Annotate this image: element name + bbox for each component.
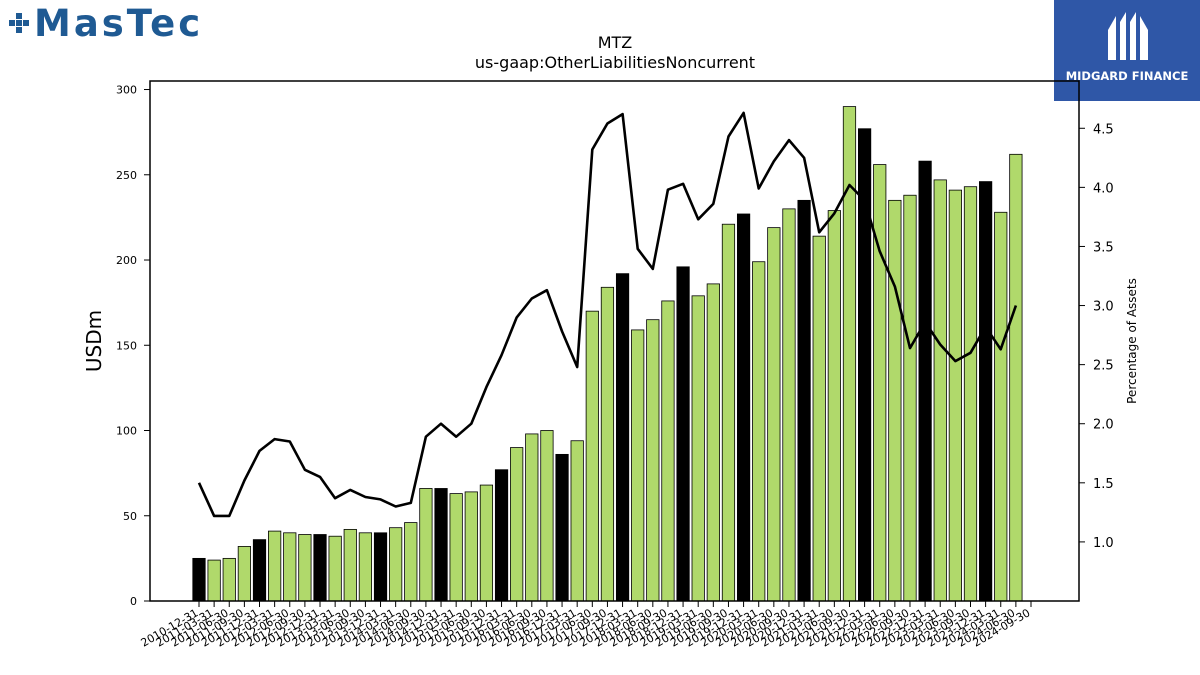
y2-axis-ticks: 1.0 1.5 2.0 2.5 3.0 3.5 4.0 4.5 (1079, 122, 1114, 551)
bar (192, 557, 206, 602)
bar (283, 532, 297, 602)
bar (767, 227, 781, 602)
bar (419, 488, 433, 602)
bar (389, 527, 403, 602)
midgard-m-icon (1108, 12, 1148, 60)
bar (782, 208, 796, 602)
y2-tick-label: 2.5 (1093, 359, 1114, 374)
bar (207, 559, 221, 602)
y-tick-label: 150 (116, 339, 137, 352)
bar (631, 329, 645, 602)
chart-subtitle: us-gaap:OtherLiabilitiesNoncurrent (475, 53, 755, 72)
bar (933, 179, 947, 602)
bar (812, 235, 826, 602)
bar (585, 310, 599, 602)
bar (570, 440, 584, 602)
y2-tick-label: 1.0 (1093, 536, 1114, 551)
bar (449, 493, 463, 602)
bar (752, 261, 766, 602)
bar (615, 273, 630, 602)
y-tick-label: 300 (116, 84, 137, 97)
bar (706, 283, 720, 602)
bar (479, 484, 494, 602)
y-tick-label: 100 (116, 425, 137, 438)
bar (888, 199, 902, 602)
logo-mark-icon (9, 13, 29, 33)
bar (827, 210, 841, 602)
percentage-line (197, 111, 1018, 518)
y2-tick-label: 2.0 (1093, 418, 1114, 433)
bar (252, 539, 267, 602)
bar (540, 430, 554, 602)
bar (994, 211, 1008, 602)
bar (298, 534, 312, 602)
y2-tick-label: 4.5 (1093, 122, 1114, 137)
bar (661, 300, 675, 602)
bar (948, 189, 962, 602)
y2-tick-label: 3.5 (1093, 240, 1114, 255)
y2-axis-label: Percentage of Assets (1125, 278, 1139, 404)
bar (222, 557, 236, 602)
bar (646, 319, 660, 602)
x-axis-ticks: 2010-12-312011-03-312011-06-302011-09-30… (139, 601, 1033, 650)
y2-tick-label: 4.0 (1093, 181, 1114, 196)
bar (525, 433, 539, 602)
y-tick-label: 0 (130, 595, 137, 608)
plot-frame (149, 80, 1080, 602)
bar (268, 530, 282, 602)
bar (555, 453, 569, 602)
y-tick-label: 50 (123, 510, 137, 523)
bar (434, 488, 448, 602)
bar (343, 528, 357, 602)
y-axis-label: USDm (82, 310, 106, 372)
bar (979, 181, 993, 602)
y-tick-label: 200 (116, 254, 137, 267)
logo-text: MasTec (34, 1, 204, 45)
y-axis-ticks: 0 50 100 150 200 250 300 (116, 84, 150, 608)
bar (1009, 153, 1023, 602)
mastec-logo: MasTec (8, 1, 204, 45)
bar (358, 532, 373, 602)
y2-tick-label: 1.5 (1093, 477, 1114, 492)
bar (963, 186, 978, 602)
bar (736, 213, 751, 602)
bar (494, 469, 509, 602)
bar (600, 286, 615, 602)
y-tick-label: 250 (116, 169, 137, 182)
bar (404, 522, 418, 602)
bar (797, 199, 811, 602)
bar (464, 491, 478, 602)
logo-right-text: MIDGARD FINANCE (1065, 69, 1189, 83)
bar (676, 266, 690, 602)
bar (918, 160, 932, 602)
bar (373, 532, 388, 602)
bar (691, 295, 705, 602)
bar (721, 223, 736, 602)
bar-group (192, 106, 1023, 602)
bar (510, 447, 524, 602)
bar (873, 164, 887, 602)
bar (328, 535, 342, 602)
bar (842, 106, 857, 602)
y2-tick-label: 3.0 (1093, 300, 1114, 315)
bar (313, 534, 327, 602)
bar (903, 194, 917, 602)
chart-title: MTZ (598, 33, 633, 52)
bar (237, 546, 251, 602)
